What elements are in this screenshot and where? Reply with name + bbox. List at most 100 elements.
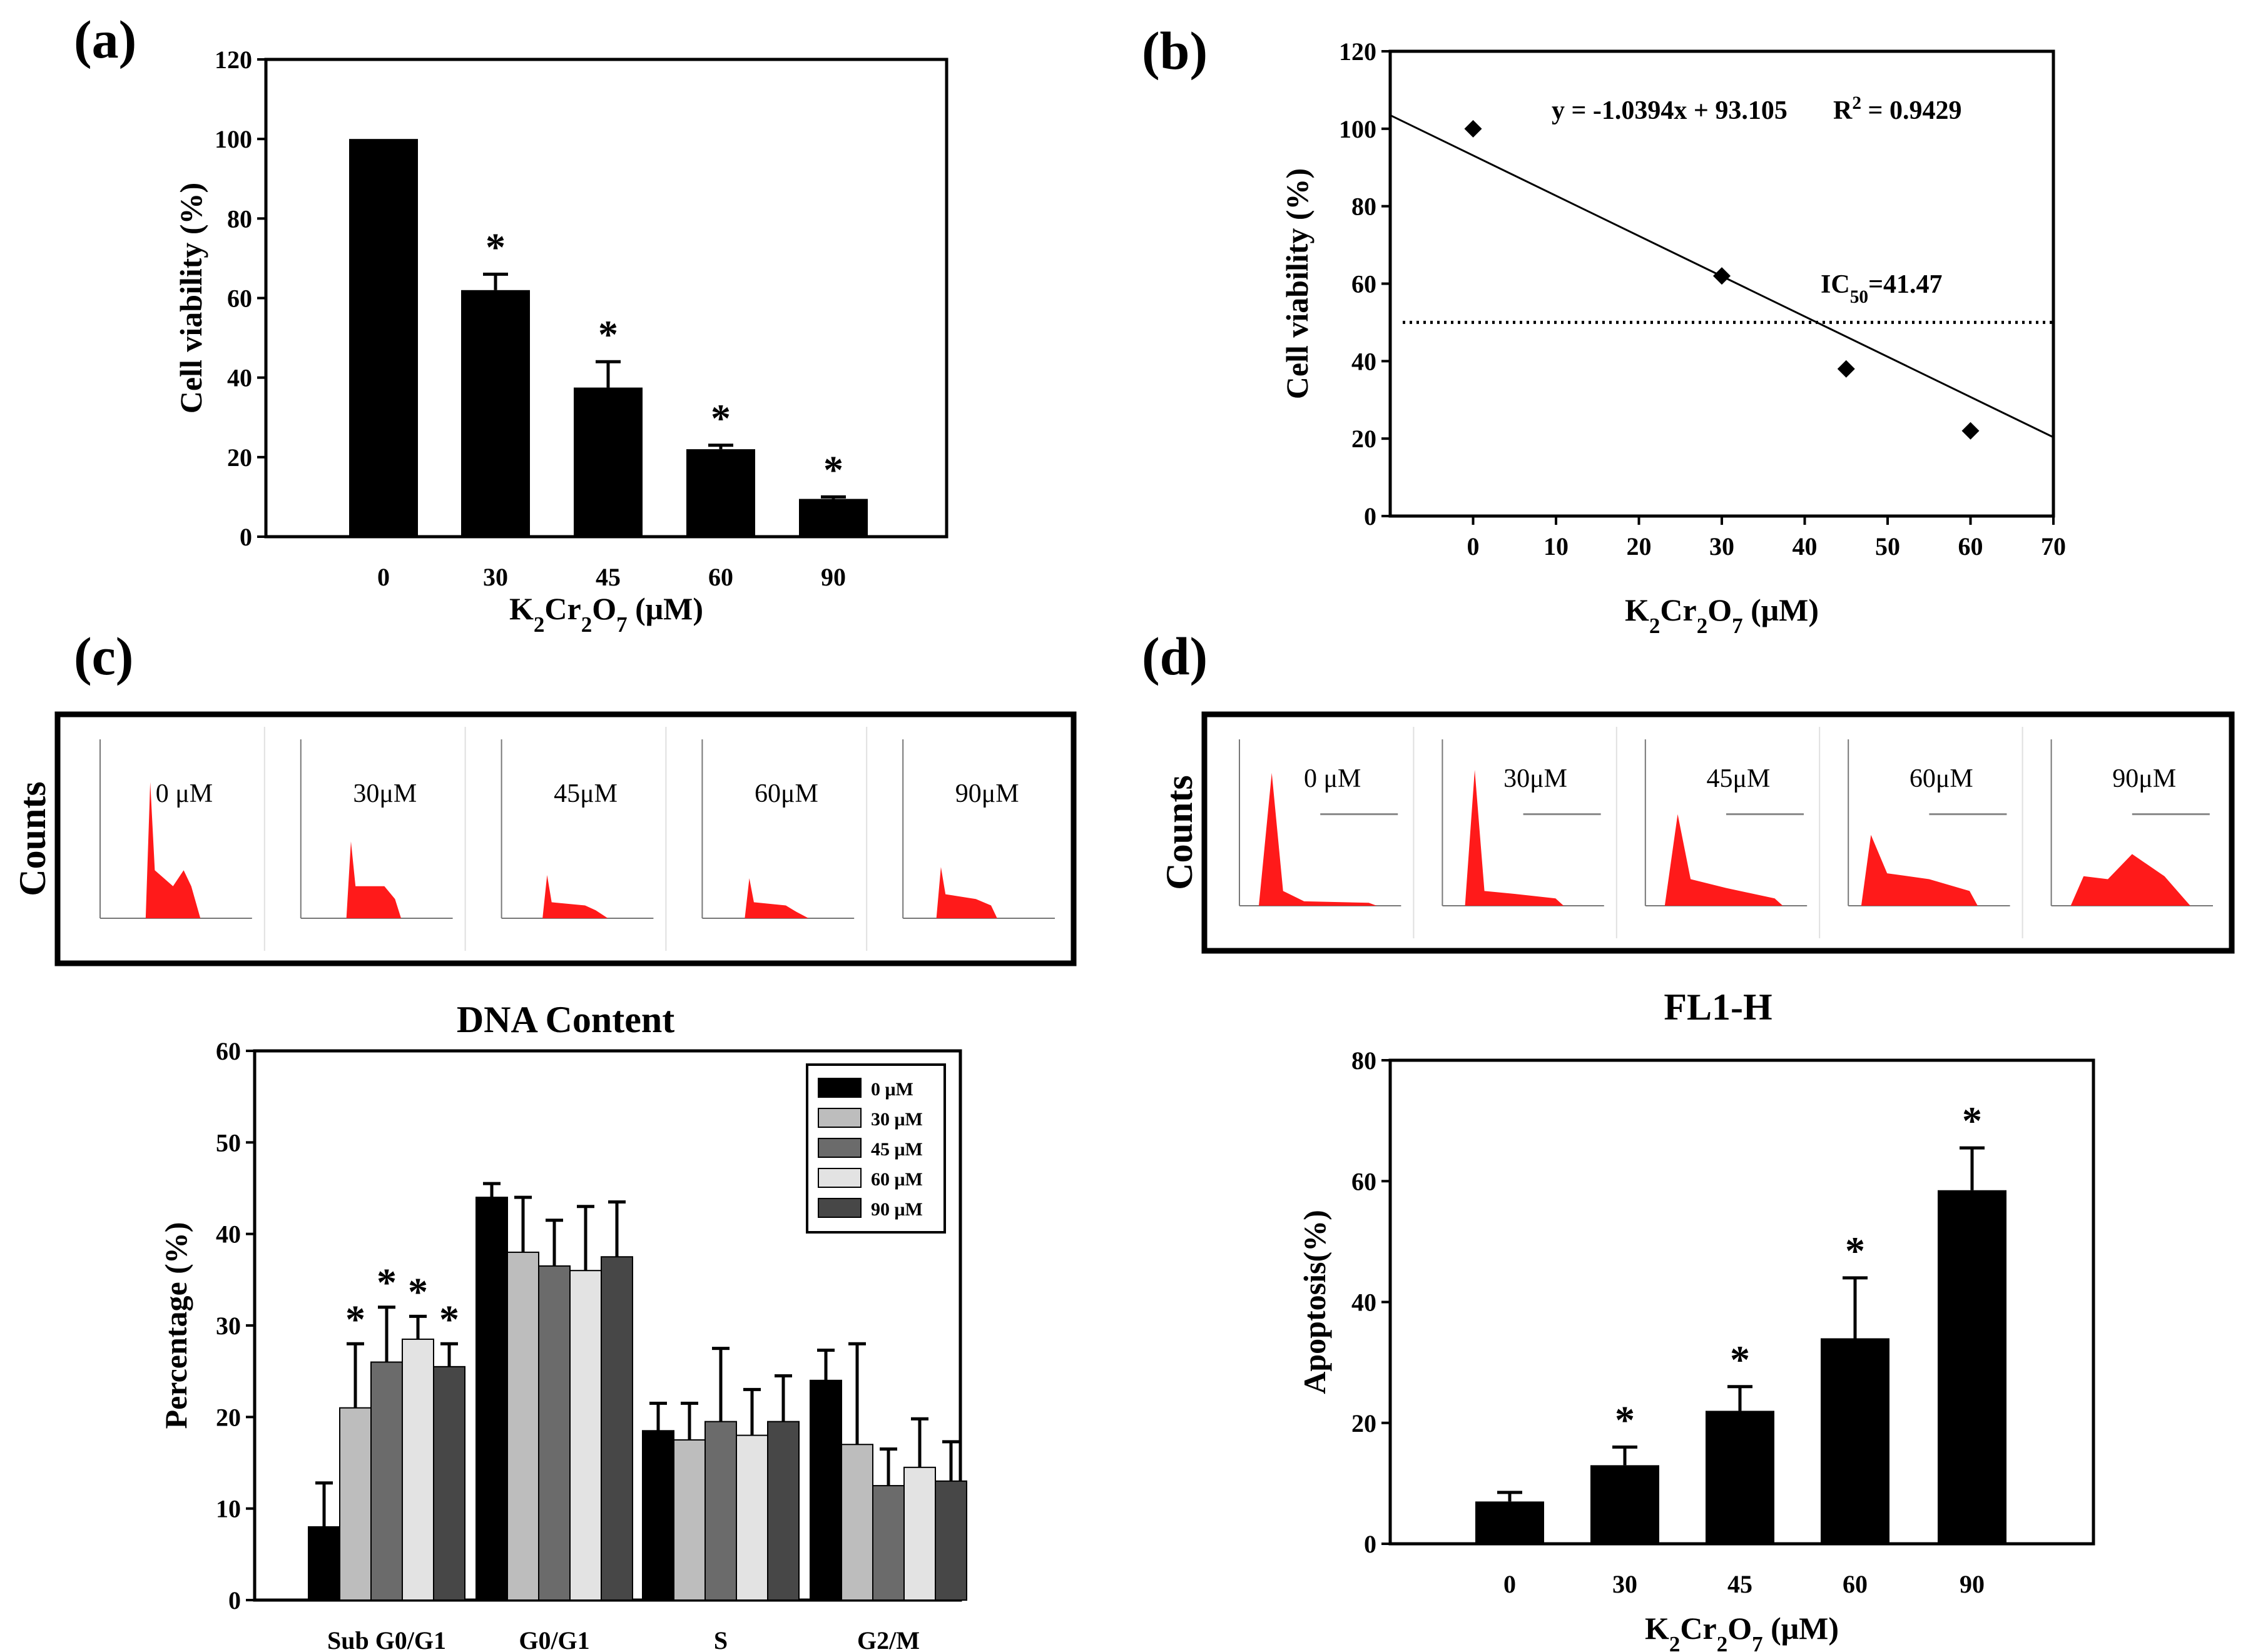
- significance-star: *: [598, 312, 618, 357]
- significance-star: *: [823, 447, 843, 492]
- bar: [476, 1197, 508, 1601]
- y-tick-label: 10: [216, 1495, 241, 1523]
- y-tick-label: 20: [1351, 1409, 1376, 1437]
- significance-star: *: [711, 396, 731, 440]
- x-axis-label-part: 2: [581, 612, 592, 637]
- y-tick-label: 20: [1351, 425, 1376, 453]
- histogram-frame: [1201, 711, 2235, 954]
- legend-label: 0 μM: [871, 1079, 913, 1100]
- x-tick-label: 0: [1467, 532, 1480, 560]
- bar: [642, 1430, 674, 1601]
- x-tick-label: 50: [1875, 532, 1900, 560]
- y-tick-label: 40: [1351, 347, 1376, 375]
- histogram-panel-c-dna-content: 0 μM 30μM 45μM 60μM 90μM Counts DNA Content: [12, 711, 1077, 1040]
- histogram-peak: [100, 782, 252, 918]
- y-tick-label: 60: [227, 285, 252, 313]
- bar: [673, 1439, 706, 1601]
- panel-label-d: (d): [1142, 626, 1208, 686]
- histogram-2: 45μM: [464, 727, 654, 951]
- bar: [841, 1444, 873, 1601]
- x-tick-label: 20: [1627, 532, 1652, 560]
- x-tick-label: S: [714, 1626, 728, 1652]
- bar: [686, 449, 755, 537]
- histogram-3: 60μM: [665, 727, 855, 951]
- r-squared-part: 2: [1852, 93, 1861, 113]
- x-tick-label: 60: [1958, 532, 1983, 560]
- legend-swatch: [818, 1078, 862, 1098]
- y-axis-label: Cell viability (%): [1279, 168, 1315, 399]
- histogram-label: 45μM: [1707, 764, 1771, 793]
- data-point: [1464, 119, 1482, 138]
- histogram-peak: [1848, 834, 2010, 906]
- y-tick-label: 20: [227, 443, 252, 472]
- bar: [601, 1256, 633, 1601]
- histogram-2: 45μM: [1615, 727, 1808, 938]
- x-axis-label-part: 7: [1752, 1632, 1763, 1652]
- regression-equation: y = -1.0394x + 93.105: [1552, 96, 1788, 125]
- x-tick-label: 90: [821, 563, 846, 591]
- y-tick-label: 40: [227, 364, 252, 392]
- bar: [1706, 1411, 1774, 1544]
- x-axis-label-part: K: [1625, 592, 1649, 627]
- legend-label: 90 μM: [871, 1199, 923, 1220]
- x-axis-label: K2Cr2O7 (μM): [509, 591, 703, 637]
- legend-swatch: [818, 1108, 862, 1128]
- x-axis-label-part: (μM): [1763, 1611, 1839, 1646]
- x-tick-label: 60: [708, 563, 733, 591]
- x-tick-label: 30: [1612, 1570, 1637, 1598]
- legend-swatch: [818, 1168, 862, 1188]
- histogram-peak: [1239, 773, 1401, 906]
- bar: [308, 1526, 340, 1601]
- bar: [461, 290, 530, 537]
- ic50-label-part: IC: [1821, 270, 1850, 299]
- y-tick-label: 100: [215, 125, 252, 153]
- x-axis-label-part: O: [1707, 592, 1732, 627]
- x-axis-label-part: (μM): [1743, 592, 1819, 627]
- histogram-0: 0 μM: [99, 739, 252, 919]
- y-tick-label: 40: [216, 1220, 241, 1249]
- y-tick-label: 80: [227, 205, 252, 233]
- x-axis-label-part: 7: [1732, 614, 1743, 638]
- bar: [810, 1379, 842, 1601]
- legend-swatch: [818, 1198, 862, 1218]
- bar: [1590, 1465, 1659, 1544]
- x-axis-label: K2Cr2O7 (μM): [1625, 592, 1819, 638]
- histogram-label: 60μM: [755, 779, 818, 808]
- histogram-label: 90μM: [2112, 764, 2176, 793]
- bar: [767, 1421, 800, 1601]
- r-squared: R2 = 0.9429: [1833, 93, 1961, 125]
- histogram-label: 30μM: [1503, 764, 1567, 793]
- y-tick-label: 30: [216, 1312, 241, 1340]
- x-tick-label: 30: [483, 563, 508, 591]
- chart-d-apoptosis: 0204060800*30*45*60*90Apoptosis(%)K2Cr2O…: [1297, 1046, 2095, 1652]
- histogram-peak: [2051, 854, 2213, 906]
- histogram-x-title: FL1-H: [1664, 986, 1772, 1028]
- bar: [433, 1366, 465, 1601]
- histogram-4: 90μM: [866, 727, 1055, 951]
- panel-label-a: (a): [74, 9, 136, 69]
- data-point: [1961, 422, 1980, 440]
- significance-star: *: [1845, 1229, 1865, 1273]
- x-tick-label: G2/M: [857, 1626, 920, 1652]
- histogram-peak: [1442, 769, 1604, 906]
- x-tick-label: 45: [1727, 1570, 1752, 1598]
- y-tick-label: 0: [228, 1586, 241, 1614]
- bar: [370, 1361, 403, 1601]
- bar: [872, 1485, 905, 1601]
- x-axis-label-part: 7: [616, 612, 628, 637]
- y-tick-label: 80: [1351, 193, 1376, 221]
- x-axis-label-part: O: [1727, 1611, 1752, 1646]
- ic50-label-part: =41.47: [1868, 270, 1942, 299]
- histogram-label: 0 μM: [1304, 764, 1361, 793]
- histogram-peak: [903, 867, 1055, 918]
- bar: [569, 1270, 602, 1601]
- panel-labels: (a) (b) (c) (d): [74, 9, 1208, 686]
- x-tick-label: 40: [1793, 532, 1818, 560]
- x-tick-label: 70: [2041, 532, 2066, 560]
- histogram-4: 90μM: [2022, 727, 2213, 938]
- bar: [339, 1407, 372, 1601]
- y-tick-label: 20: [216, 1403, 241, 1431]
- x-tick-label: 10: [1543, 532, 1569, 560]
- y-tick-label: 60: [216, 1037, 241, 1065]
